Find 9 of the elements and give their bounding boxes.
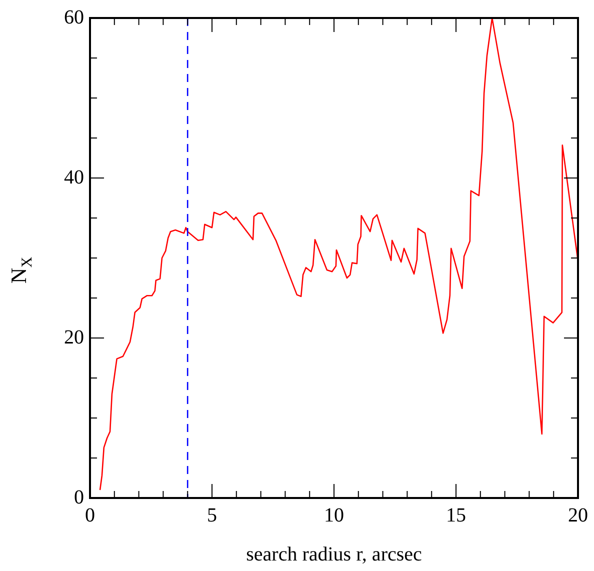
x-tick-label: 5 bbox=[207, 504, 217, 526]
x-tick-label: 15 bbox=[446, 504, 466, 526]
y-tick-label: 60 bbox=[64, 6, 84, 28]
y-tick-label: 40 bbox=[64, 166, 84, 188]
x-tick-label: 10 bbox=[324, 504, 344, 526]
y-tick-label: 20 bbox=[64, 326, 84, 348]
x-axis-title: search radius r, arcsec bbox=[246, 543, 422, 566]
y-tick-label: 0 bbox=[74, 486, 84, 508]
x-tick-label: 20 bbox=[568, 504, 588, 526]
